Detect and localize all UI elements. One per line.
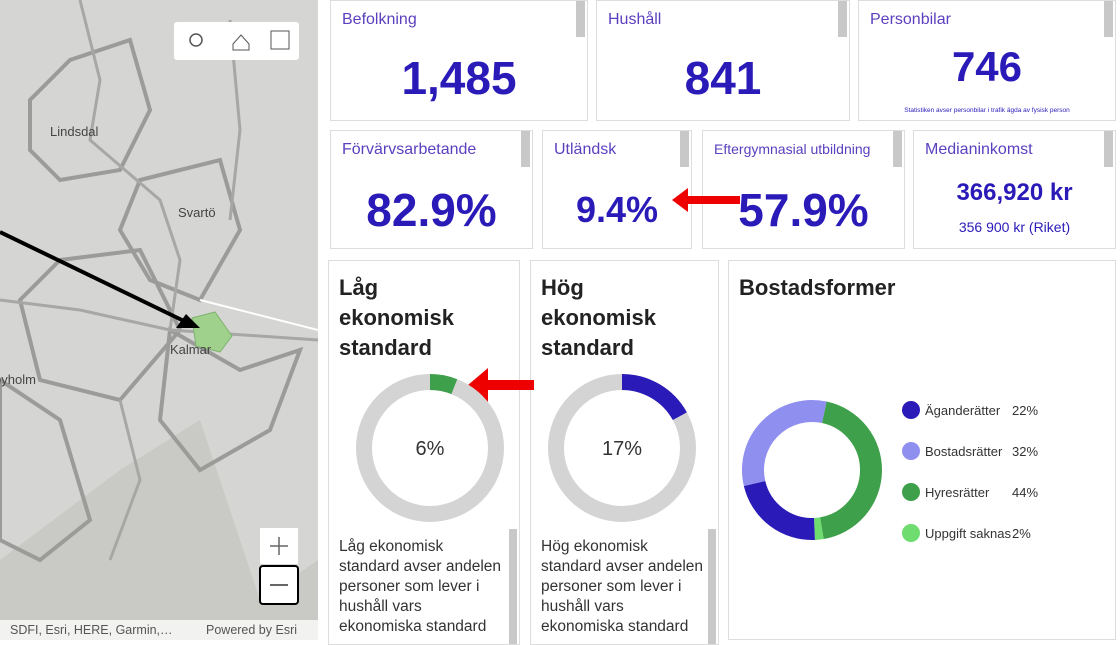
gauge-title: Hög ekonomisk standard — [541, 275, 656, 360]
card-note: Statistiken avser personbilar i trafik ä… — [904, 107, 1070, 114]
card-title: Medianinkomst — [925, 141, 1033, 158]
card-value: 841 — [684, 52, 762, 104]
card-title: Eftergymnasial utbildning — [714, 141, 871, 157]
place-label: byholm — [0, 372, 36, 387]
card-value: 9.4% — [575, 189, 659, 230]
card: Personbilar 746 Statistiken avser personbi… — [858, 0, 1116, 121]
map-road — [199, 299, 318, 331]
card: Befolkning 1,485 — [330, 0, 588, 121]
powered-by[interactable]: Powered by Esri — [206, 623, 298, 637]
card: Eftergymnasial utbildning 57.9% — [702, 130, 905, 249]
annotation-arrow — [0, 230, 187, 324]
card-title: Utländsk — [554, 141, 617, 158]
place-label: Lindsdal — [50, 124, 99, 139]
place-label: Svartö — [178, 205, 216, 220]
map-roads-lines — [0, 0, 318, 561]
donut-card: Bostadsformer — [728, 260, 1116, 640]
card-value: 366,920 kr — [956, 179, 1073, 206]
card-note: 356 900 kr (Riket) — [958, 219, 1071, 235]
annotation-arrowhead — [176, 314, 200, 328]
gauge-card: Låg ekonomisk standard Låg ekonomisk stan… — [328, 260, 520, 645]
donut-title: Bostadsformer — [739, 275, 896, 300]
gauge-card: Hög ekonomisk standard Hög ekonomisk stan… — [530, 260, 719, 645]
qr-button[interactable] — [270, 30, 290, 50]
card-title: Förvärvsarbetande — [342, 141, 477, 158]
zoom-in-icon — [270, 537, 288, 555]
card-title: Befolkning — [342, 11, 417, 28]
map-toolbar[interactable] — [174, 22, 299, 60]
card: Medianinkomst 366,920 kr 356 900 kr (Riket… — [913, 130, 1116, 249]
search-button[interactable] — [189, 33, 203, 47]
card: Utländsk 9.4% — [542, 130, 692, 249]
card: Förvärvsarbetande 82.9% — [330, 130, 533, 249]
map[interactable]: Lindsdal Svartö Kalmar byholm SDFI, Esri… — [0, 0, 318, 640]
map-roads — [0, 0, 318, 640]
card-value: 57.9% — [738, 184, 869, 236]
gauge-description: Låg ekonomisk standard avser andelen per… — [339, 538, 502, 635]
map-land — [0, 420, 318, 640]
card-value: 82.9% — [366, 184, 497, 236]
card-value: 746 — [951, 43, 1023, 90]
map-highlight[interactable] — [191, 311, 233, 353]
attribution: SDFI, Esri, HERE, Garmin,… — [10, 623, 173, 637]
card: Hushåll 841 — [596, 0, 850, 121]
card-value: 1,485 — [401, 52, 517, 104]
gauge-description: Hög ekonomisk standard avser andelen per… — [541, 538, 704, 635]
gauge-title: Låg ekonomisk standard — [339, 275, 454, 360]
card-title: Personbilar — [870, 11, 951, 28]
card-title: Hushåll — [608, 11, 662, 28]
home-button[interactable] — [232, 34, 250, 51]
place-label: Kalmar — [170, 342, 212, 357]
attribution-bar — [0, 620, 318, 640]
